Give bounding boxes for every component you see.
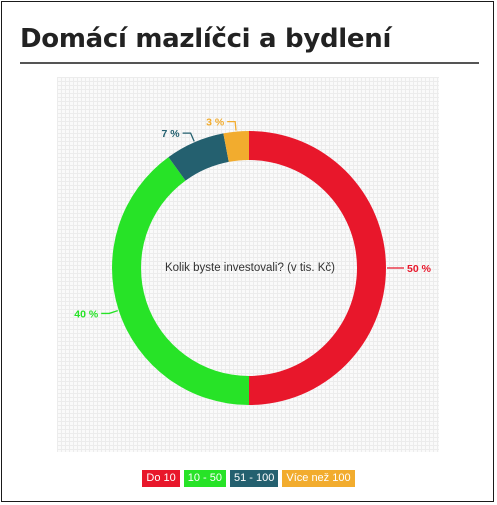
- chart-center-label: Kolik byste investovali? (v tis. Kč): [165, 262, 335, 274]
- chart-area: 50 % 40 % 7 % 3 % Kolik byste investovali? …: [57, 77, 439, 452]
- legend-item-do-10[interactable]: Do 10: [142, 470, 180, 487]
- data-label-do-10: 50 %: [407, 263, 432, 275]
- data-label-10-50: 40 %: [74, 308, 99, 320]
- donut-slice-do-10[interactable]: [249, 131, 386, 405]
- chart-legend: Do 10 10 - 50 51 - 100 Více než 100: [0, 470, 497, 487]
- page-title: Domácí mazlíčci a bydlení: [20, 24, 392, 54]
- legend-item-v-ce-ne-100[interactable]: Více než 100: [282, 470, 355, 487]
- donut-slice-51-100[interactable]: [168, 133, 229, 181]
- data-label-v-ce-ne-100: 3 %: [206, 117, 225, 129]
- legend-item-10-50[interactable]: 10 - 50: [183, 470, 226, 487]
- legend-item-51-100[interactable]: 51 - 100: [230, 470, 279, 487]
- title-divider: [20, 62, 479, 64]
- donut-slice-v-ce-ne-100[interactable]: [223, 131, 249, 162]
- donut-chart: 50 % 40 % 7 % 3 % Kolik byste investovali? …: [74, 117, 432, 405]
- data-label-51-100: 7 %: [162, 128, 181, 140]
- leader-line-51-100: [182, 132, 195, 142]
- leader-line-10-50: [101, 310, 118, 315]
- leader-line-v-ce-ne-100: [227, 121, 237, 131]
- donut-slice-10-50[interactable]: [112, 157, 250, 405]
